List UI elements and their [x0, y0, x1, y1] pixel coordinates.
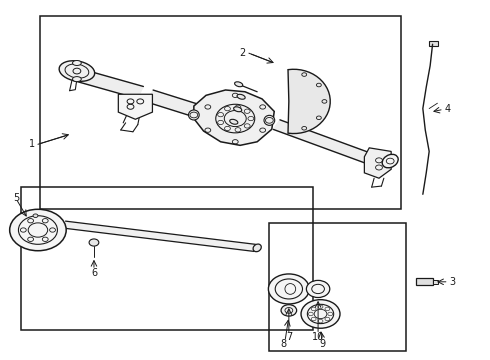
Circle shape: [10, 209, 66, 251]
Ellipse shape: [382, 154, 398, 168]
Polygon shape: [288, 69, 330, 134]
Ellipse shape: [73, 77, 81, 82]
Bar: [433, 280, 438, 284]
Text: 6: 6: [91, 268, 97, 278]
Polygon shape: [64, 221, 256, 251]
Text: 4: 4: [445, 104, 451, 113]
Bar: [270, 223, 406, 351]
Text: 8: 8: [280, 339, 286, 349]
Text: 9: 9: [319, 339, 325, 349]
Text: 10: 10: [312, 332, 324, 342]
Polygon shape: [365, 148, 391, 178]
Bar: [21, 187, 313, 330]
Ellipse shape: [73, 60, 81, 66]
Ellipse shape: [230, 119, 238, 124]
Ellipse shape: [237, 94, 245, 99]
Circle shape: [301, 300, 340, 328]
Polygon shape: [273, 120, 377, 165]
Polygon shape: [74, 69, 144, 99]
Text: 3: 3: [450, 277, 456, 287]
Ellipse shape: [264, 115, 275, 125]
Polygon shape: [194, 90, 274, 145]
Bar: [40, 16, 401, 208]
Circle shape: [33, 214, 38, 217]
Text: 2: 2: [240, 48, 245, 58]
Bar: [429, 41, 438, 46]
Ellipse shape: [59, 61, 95, 81]
Circle shape: [281, 305, 296, 316]
Circle shape: [89, 239, 99, 246]
Circle shape: [269, 274, 309, 304]
Text: 7: 7: [286, 332, 292, 342]
Polygon shape: [147, 90, 204, 118]
Ellipse shape: [253, 244, 261, 252]
Bar: [416, 278, 433, 285]
Polygon shape: [118, 94, 152, 119]
Text: 1: 1: [28, 139, 35, 149]
Text: 5: 5: [13, 193, 19, 203]
Ellipse shape: [234, 107, 242, 112]
Ellipse shape: [235, 82, 243, 87]
Circle shape: [306, 280, 330, 297]
Ellipse shape: [189, 110, 199, 120]
